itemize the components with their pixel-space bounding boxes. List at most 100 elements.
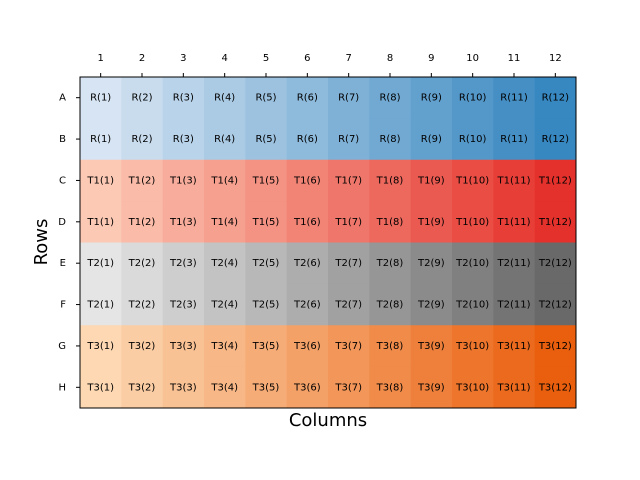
well: [162, 366, 205, 409]
well: [369, 325, 412, 368]
well-label: T2(5): [252, 258, 280, 269]
y-tick-label: H: [58, 382, 66, 393]
well-label: T3(5): [252, 341, 280, 352]
well: [80, 242, 122, 285]
well: [328, 325, 370, 368]
well-label: R(3): [173, 93, 194, 104]
well: [410, 242, 453, 285]
well-label: R(7): [338, 134, 359, 145]
well-label: R(3): [173, 134, 194, 145]
well: [286, 242, 329, 285]
well: [121, 201, 164, 243]
well-label: T3(9): [417, 341, 445, 352]
well-label: T3(12): [538, 382, 572, 393]
x-tick-label: 4: [221, 53, 227, 64]
well-label: T1(3): [169, 175, 197, 186]
x-tick-label: 3: [180, 53, 186, 64]
well-label: T1(2): [128, 217, 156, 228]
well-label: T3(3): [169, 341, 197, 352]
well: [410, 77, 453, 119]
well: [162, 159, 205, 202]
well: [452, 283, 494, 326]
well-label: T2(1): [86, 258, 114, 269]
well: [286, 325, 329, 368]
well: [493, 325, 536, 368]
well: [328, 242, 370, 285]
well-label: T3(6): [293, 382, 321, 393]
well: [80, 77, 122, 119]
well-label: T3(6): [293, 341, 321, 352]
well: [204, 325, 246, 368]
well-label: T3(12): [538, 341, 572, 352]
well-label: T2(12): [538, 300, 572, 311]
well-label: T3(7): [334, 341, 362, 352]
well-label: R(10): [459, 93, 487, 104]
well-label: T3(11): [497, 341, 531, 352]
x-tick-label: 8: [387, 53, 393, 64]
well-label: R(11): [500, 134, 528, 145]
well: [80, 118, 122, 161]
well-label: R(6): [297, 93, 318, 104]
well-label: T2(10): [455, 258, 489, 269]
well-label: T2(11): [497, 300, 531, 311]
x-tick-label: 6: [304, 53, 310, 64]
well-label: T2(6): [293, 258, 321, 269]
well-label: R(10): [459, 134, 487, 145]
well-label: T2(3): [169, 300, 197, 311]
well: [328, 366, 370, 409]
well-label: R(5): [255, 93, 276, 104]
well: [80, 325, 122, 368]
well-label: T2(9): [417, 300, 445, 311]
well: [121, 283, 164, 326]
well-label: T3(3): [169, 382, 197, 393]
well: [245, 325, 288, 368]
well: [286, 201, 329, 243]
y-tick-label: C: [59, 175, 66, 186]
well: [493, 201, 536, 243]
well-label: R(8): [379, 134, 400, 145]
well: [121, 325, 164, 368]
well-label: T3(2): [128, 382, 156, 393]
well-label: R(1): [90, 134, 111, 145]
well-label: T2(11): [497, 258, 531, 269]
well: [493, 283, 536, 326]
well: [286, 366, 329, 409]
well: [410, 159, 453, 202]
well: [369, 201, 412, 243]
well-label: T3(8): [376, 341, 404, 352]
well-label: T3(7): [334, 382, 362, 393]
well-label: T3(11): [497, 382, 531, 393]
well-label: T3(9): [417, 382, 445, 393]
well-label: T1(5): [252, 175, 280, 186]
well-label: T3(10): [455, 382, 489, 393]
well-label: T2(7): [334, 300, 362, 311]
well-label: T1(5): [252, 217, 280, 228]
well-label: R(4): [214, 93, 235, 104]
well: [286, 77, 329, 119]
well: [534, 77, 577, 119]
well: [493, 242, 536, 285]
well-label: R(2): [131, 93, 152, 104]
well: [534, 201, 577, 243]
well: [534, 159, 577, 202]
well-label: T1(9): [417, 217, 445, 228]
well-label: T3(10): [455, 341, 489, 352]
well-label: T3(2): [128, 341, 156, 352]
well: [369, 118, 412, 161]
well-label: T3(4): [210, 341, 238, 352]
y-tick-label: A: [59, 93, 66, 104]
well: [245, 366, 288, 409]
well-label: T1(8): [376, 217, 404, 228]
well: [245, 159, 288, 202]
well-label: T3(1): [86, 382, 114, 393]
well: [452, 325, 494, 368]
well: [286, 283, 329, 326]
well-label: R(4): [214, 134, 235, 145]
well-label: T1(3): [169, 217, 197, 228]
well: [121, 366, 164, 409]
well: [162, 242, 205, 285]
well-label: R(1): [90, 93, 111, 104]
well: [410, 366, 453, 409]
x-tick-label: 2: [139, 53, 145, 64]
well-label: R(5): [255, 134, 276, 145]
